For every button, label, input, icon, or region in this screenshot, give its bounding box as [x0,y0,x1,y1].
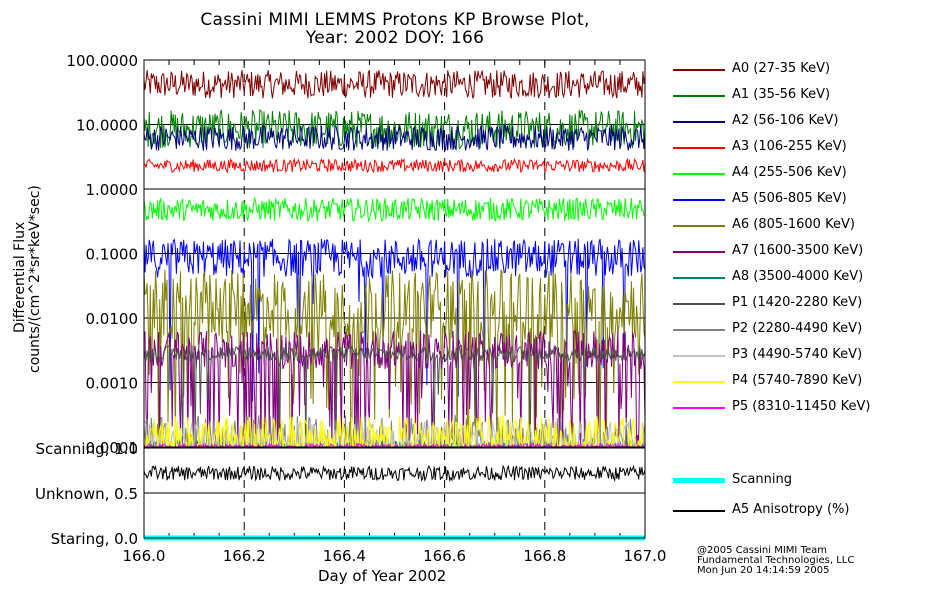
legend-swatch [673,251,725,253]
series-line [143,269,646,448]
legend-item: A3 (106-255 KeV) [673,138,933,158]
series-line [143,196,646,223]
x-tick-label: 166.6 [423,547,466,565]
credit-line: Fundamental Technologies, LLC [697,555,855,566]
legend-item: P1 (1420-2280 KeV) [673,294,933,314]
y-axis-label-line2: counts/(cm^2*sr*keV*sec) [27,185,43,373]
legend-item: A1 (35-56 KeV) [673,86,933,106]
y-tick-label: 10.0000 [76,117,138,135]
y-tick-label: 0.1000 [86,246,139,264]
legend-swatch [673,147,725,149]
legend-swatch [673,225,725,227]
y-tick-label: 0.0100 [86,310,139,328]
legend-label: A5 Anisotropy (%) [732,502,850,517]
legend-swatch-anisotropy [673,510,725,512]
y-axis-label-line1: Differential Flux [12,221,28,333]
legend-label: A5 (506-805 KeV) [732,191,847,206]
series-line [143,124,646,151]
legend-label: A0 (27-35 KeV) [732,61,831,76]
legend-swatch [673,95,725,97]
legend-item: A0 (27-35 KeV) [673,60,933,80]
legend-swatch [673,199,725,201]
legend-label: A2 (56-106 KeV) [732,113,839,128]
legend-swatch [673,173,725,175]
legend-item: A5 (506-805 KeV) [673,190,933,210]
legend-item: A7 (1600-3500 KeV) [673,242,933,262]
legend-swatch [673,303,725,305]
legend-swatch [673,329,725,331]
legend-swatch [673,407,725,409]
legend-swatch [673,381,725,383]
y-tick-label: 100.0000 [66,52,138,70]
series-line [143,329,646,448]
legend-swatch-scanning [673,478,725,483]
legend-swatch [673,69,725,71]
series-line-anisotropy [143,464,646,483]
legend-item: A6 (805-1600 KeV) [673,216,933,236]
legend-item: P2 (2280-4490 KeV) [673,320,933,340]
legend-item: A5 Anisotropy (%) [673,501,933,521]
chart-subtitle: Year: 2002 DOY: 166 [305,28,485,48]
legend-label: P1 (1420-2280 KeV) [732,295,863,310]
legend-label: P4 (5740-7890 KeV) [732,373,863,388]
x-tick-label: 166.2 [223,547,266,565]
x-axis-label: Day of Year 2002 [318,567,447,585]
x-tick-label: 166.0 [123,547,166,565]
legend-label: A6 (805-1600 KeV) [732,217,855,232]
legend-label: P2 (2280-4490 KeV) [732,321,863,336]
legend-label: Scanning [732,472,792,487]
series-line [143,414,645,449]
x-tick-label: 167.0 [624,547,667,565]
x-tick-label: 166.4 [323,547,366,565]
legend-label: A3 (106-255 KeV) [732,139,847,154]
legend-item: Scanning [673,471,933,491]
legend-swatch [673,121,725,123]
series-line [143,157,646,174]
legend-label: A7 (1600-3500 KeV) [732,243,864,258]
legend-label: A4 (255-506 KeV) [732,165,847,180]
credit-line: Mon Jun 20 14:14:59 2005 [697,565,830,576]
legend-label: A1 (35-56 KeV) [732,87,831,102]
y-tick-label-sub: Scanning, 1.0 [35,440,138,458]
x-tick-label: 166.8 [523,547,566,565]
y-tick-label-sub: Unknown, 0.5 [35,485,138,503]
y-tick-label: 0.0010 [86,375,139,393]
chart-title: Cassini MIMI LEMMS Protons KP Browse Plo… [200,10,590,30]
legend-swatch [673,277,725,279]
legend-item: A2 (56-106 KeV) [673,112,933,132]
legend-label: P3 (4490-5740 KeV) [732,347,863,362]
legend-item: P4 (5740-7890 KeV) [673,372,933,392]
series-line [143,109,646,150]
credit-text: @2005 Cassini MIMI Team Fundamental Tech… [697,546,854,576]
series-line [143,344,646,448]
plot-frame [143,59,646,539]
legend-item: A4 (255-506 KeV) [673,164,933,184]
legend-swatch [673,355,725,357]
y-tick-label: 1.0000 [86,181,139,199]
credit-line: @2005 Cassini MIMI Team [697,545,827,556]
legend-item: P3 (4490-5740 KeV) [673,346,933,366]
series-line [143,69,646,99]
legend-label: A8 (3500-4000 KeV) [732,269,864,284]
legend-label: P5 (8310-11450 KeV) [732,399,871,414]
y-tick-label-sub: Staring, 0.0 [51,530,138,548]
legend-item: P5 (8310-11450 KeV) [673,398,933,418]
legend-item: A8 (3500-4000 KeV) [673,268,933,288]
y-tick-label: 0.0001 [86,439,139,457]
series-line [143,238,646,402]
